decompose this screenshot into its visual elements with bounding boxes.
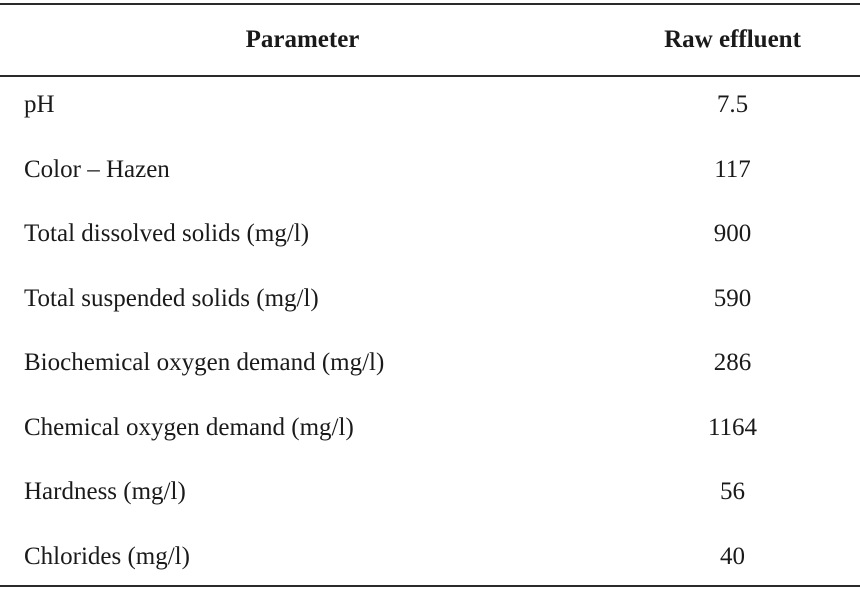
value-cell: 117 xyxy=(605,142,860,207)
header-parameter: Parameter xyxy=(0,5,605,75)
table-row: Biochemical oxygen demand (mg/l) 286 xyxy=(0,335,860,400)
value-cell: 590 xyxy=(605,271,860,336)
value-cell: 1164 xyxy=(605,400,860,465)
table-body: pH 7.5 Color – Hazen 117 Total dissolved… xyxy=(0,77,860,593)
table-row: Chlorides (mg/l) 40 xyxy=(0,529,860,593)
parameter-cell: Chlorides (mg/l) xyxy=(24,529,190,593)
value-cell: 40 xyxy=(605,529,860,593)
header-raw-effluent: Raw effluent xyxy=(605,5,860,75)
bottom-rule xyxy=(0,585,860,587)
table-row: Chemical oxygen demand (mg/l) 1164 xyxy=(0,400,860,465)
parameter-cell: Total suspended solids (mg/l) xyxy=(24,271,319,336)
value-cell: 56 xyxy=(605,464,860,529)
value-cell: 7.5 xyxy=(605,77,860,142)
parameter-cell: Chemical oxygen demand (mg/l) xyxy=(24,400,354,465)
parameter-cell: pH xyxy=(24,77,55,142)
table-row: pH 7.5 xyxy=(0,77,860,142)
parameter-cell: Total dissolved solids (mg/l) xyxy=(24,206,309,271)
value-cell: 286 xyxy=(605,335,860,400)
table-row: Color – Hazen 117 xyxy=(0,142,860,207)
parameter-cell: Biochemical oxygen demand (mg/l) xyxy=(24,335,384,400)
parameter-cell: Color – Hazen xyxy=(24,142,170,207)
table-row: Total suspended solids (mg/l) 590 xyxy=(0,271,860,336)
table-row: Total dissolved solids (mg/l) 900 xyxy=(0,206,860,271)
parameter-cell: Hardness (mg/l) xyxy=(24,464,186,529)
table-header-row: Parameter Raw effluent xyxy=(0,5,860,75)
table-row: Hardness (mg/l) 56 xyxy=(0,464,860,529)
value-cell: 900 xyxy=(605,206,860,271)
